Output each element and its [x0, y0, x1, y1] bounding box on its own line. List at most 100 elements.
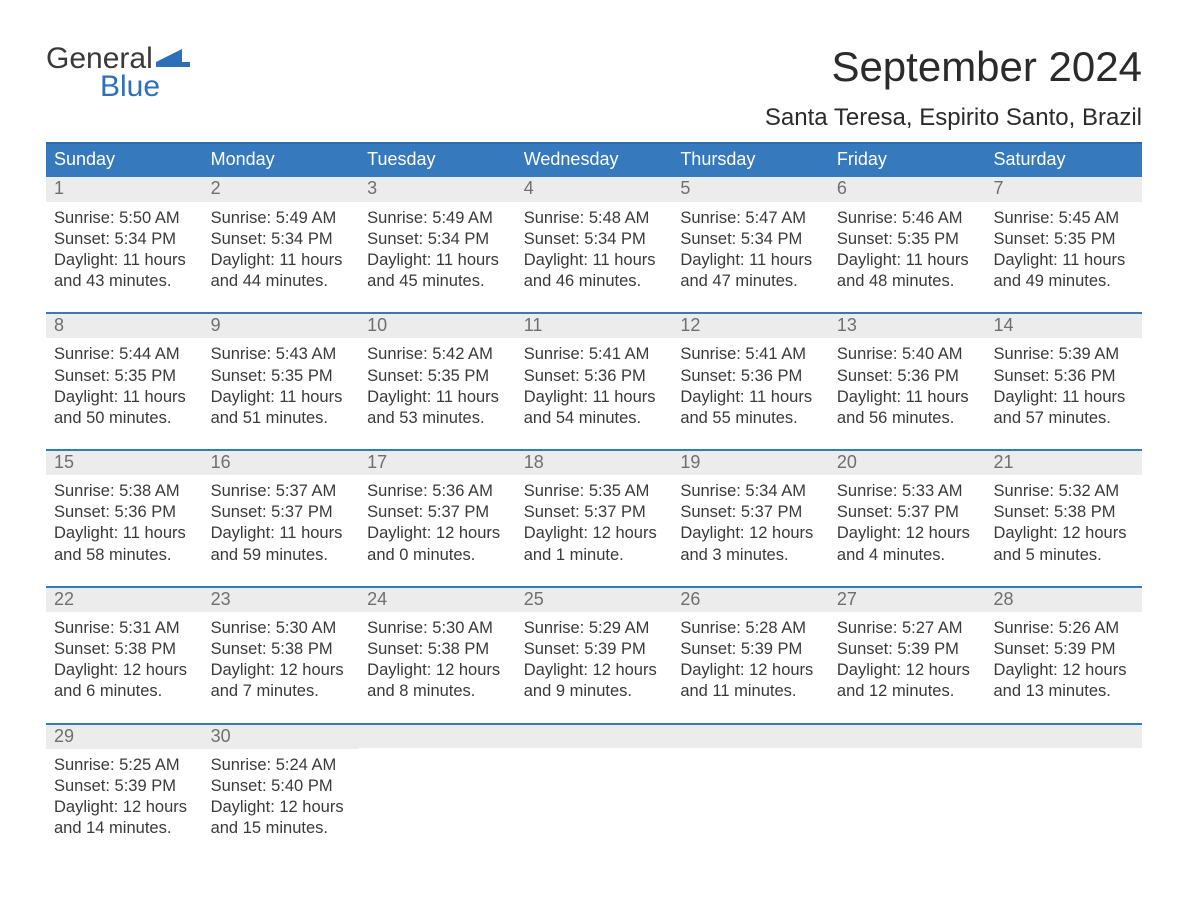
day-cell: 29Sunrise: 5:25 AMSunset: 5:39 PMDayligh…	[46, 723, 203, 840]
dow-cell: Thursday	[672, 144, 829, 175]
day-cell: 24Sunrise: 5:30 AMSunset: 5:38 PMDayligh…	[359, 586, 516, 703]
day-number: 11	[516, 312, 673, 338]
day-number: 7	[985, 175, 1142, 201]
daylight-text: Daylight: 11 hours and 45 minutes.	[367, 250, 508, 292]
week-row: 15Sunrise: 5:38 AMSunset: 5:36 PMDayligh…	[46, 449, 1142, 566]
daylight-text: Daylight: 11 hours and 59 minutes.	[211, 523, 352, 565]
day-number: 14	[985, 312, 1142, 338]
daylight-text: Daylight: 11 hours and 43 minutes.	[54, 250, 195, 292]
day-number: 5	[672, 175, 829, 201]
sunset-text: Sunset: 5:34 PM	[54, 229, 195, 250]
sunrise-text: Sunrise: 5:47 AM	[680, 208, 821, 229]
week-row: 1Sunrise: 5:50 AMSunset: 5:34 PMDaylight…	[46, 175, 1142, 292]
sunset-text: Sunset: 5:35 PM	[837, 229, 978, 250]
sunrise-text: Sunrise: 5:30 AM	[211, 618, 352, 639]
day-cell: 13Sunrise: 5:40 AMSunset: 5:36 PMDayligh…	[829, 312, 986, 429]
sunrise-text: Sunrise: 5:35 AM	[524, 481, 665, 502]
day-body: Sunrise: 5:37 AMSunset: 5:37 PMDaylight:…	[203, 475, 360, 565]
sunset-text: Sunset: 5:37 PM	[211, 502, 352, 523]
day-body: Sunrise: 5:47 AMSunset: 5:34 PMDaylight:…	[672, 202, 829, 292]
daylight-text: Daylight: 12 hours and 5 minutes.	[993, 523, 1134, 565]
day-body: Sunrise: 5:44 AMSunset: 5:35 PMDaylight:…	[46, 338, 203, 428]
day-body: Sunrise: 5:36 AMSunset: 5:37 PMDaylight:…	[359, 475, 516, 565]
day-cell	[985, 723, 1142, 840]
sunset-text: Sunset: 5:37 PM	[837, 502, 978, 523]
day-cell: 21Sunrise: 5:32 AMSunset: 5:38 PMDayligh…	[985, 449, 1142, 566]
day-number: 20	[829, 449, 986, 475]
day-number: 8	[46, 312, 203, 338]
sunset-text: Sunset: 5:40 PM	[211, 776, 352, 797]
day-body: Sunrise: 5:33 AMSunset: 5:37 PMDaylight:…	[829, 475, 986, 565]
day-cell: 11Sunrise: 5:41 AMSunset: 5:36 PMDayligh…	[516, 312, 673, 429]
day-number: 2	[203, 175, 360, 201]
dow-cell: Tuesday	[359, 144, 516, 175]
day-cell: 23Sunrise: 5:30 AMSunset: 5:38 PMDayligh…	[203, 586, 360, 703]
sunrise-text: Sunrise: 5:45 AM	[993, 208, 1134, 229]
logo: General Blue	[46, 44, 190, 102]
daylight-text: Daylight: 11 hours and 58 minutes.	[54, 523, 195, 565]
day-number: 3	[359, 175, 516, 201]
day-cell: 18Sunrise: 5:35 AMSunset: 5:37 PMDayligh…	[516, 449, 673, 566]
sunset-text: Sunset: 5:35 PM	[367, 366, 508, 387]
daylight-text: Daylight: 11 hours and 54 minutes.	[524, 387, 665, 429]
daylight-text: Daylight: 12 hours and 15 minutes.	[211, 797, 352, 839]
day-cell: 10Sunrise: 5:42 AMSunset: 5:35 PMDayligh…	[359, 312, 516, 429]
sunset-text: Sunset: 5:39 PM	[54, 776, 195, 797]
daylight-text: Daylight: 12 hours and 0 minutes.	[367, 523, 508, 565]
sunrise-text: Sunrise: 5:39 AM	[993, 344, 1134, 365]
day-body: Sunrise: 5:30 AMSunset: 5:38 PMDaylight:…	[203, 612, 360, 702]
day-cell: 1Sunrise: 5:50 AMSunset: 5:34 PMDaylight…	[46, 175, 203, 292]
sunset-text: Sunset: 5:38 PM	[993, 502, 1134, 523]
dow-cell: Friday	[829, 144, 986, 175]
day-body: Sunrise: 5:41 AMSunset: 5:36 PMDaylight:…	[672, 338, 829, 428]
location-text: Santa Teresa, Espirito Santo, Brazil	[765, 104, 1142, 132]
day-number: 17	[359, 449, 516, 475]
daylight-text: Daylight: 11 hours and 47 minutes.	[680, 250, 821, 292]
daylight-text: Daylight: 12 hours and 4 minutes.	[837, 523, 978, 565]
day-number	[672, 723, 829, 748]
daylight-text: Daylight: 11 hours and 49 minutes.	[993, 250, 1134, 292]
day-number: 4	[516, 175, 673, 201]
dow-cell: Monday	[203, 144, 360, 175]
dow-cell: Sunday	[46, 144, 203, 175]
sunrise-text: Sunrise: 5:30 AM	[367, 618, 508, 639]
day-body: Sunrise: 5:28 AMSunset: 5:39 PMDaylight:…	[672, 612, 829, 702]
sunset-text: Sunset: 5:35 PM	[993, 229, 1134, 250]
sunset-text: Sunset: 5:39 PM	[837, 639, 978, 660]
sunrise-text: Sunrise: 5:27 AM	[837, 618, 978, 639]
day-cell: 7Sunrise: 5:45 AMSunset: 5:35 PMDaylight…	[985, 175, 1142, 292]
day-cell: 14Sunrise: 5:39 AMSunset: 5:36 PMDayligh…	[985, 312, 1142, 429]
day-body: Sunrise: 5:32 AMSunset: 5:38 PMDaylight:…	[985, 475, 1142, 565]
day-number: 29	[46, 723, 203, 749]
day-body: Sunrise: 5:41 AMSunset: 5:36 PMDaylight:…	[516, 338, 673, 428]
week-row: 29Sunrise: 5:25 AMSunset: 5:39 PMDayligh…	[46, 723, 1142, 840]
daylight-text: Daylight: 12 hours and 1 minute.	[524, 523, 665, 565]
day-number	[359, 723, 516, 748]
day-body: Sunrise: 5:27 AMSunset: 5:39 PMDaylight:…	[829, 612, 986, 702]
day-body: Sunrise: 5:26 AMSunset: 5:39 PMDaylight:…	[985, 612, 1142, 702]
day-number	[516, 723, 673, 748]
day-body: Sunrise: 5:45 AMSunset: 5:35 PMDaylight:…	[985, 202, 1142, 292]
sunrise-text: Sunrise: 5:34 AM	[680, 481, 821, 502]
day-body: Sunrise: 5:49 AMSunset: 5:34 PMDaylight:…	[203, 202, 360, 292]
sunset-text: Sunset: 5:38 PM	[367, 639, 508, 660]
day-number: 16	[203, 449, 360, 475]
title-block: September 2024 Santa Teresa, Espirito Sa…	[765, 44, 1142, 132]
day-cell: 6Sunrise: 5:46 AMSunset: 5:35 PMDaylight…	[829, 175, 986, 292]
flag-icon	[156, 44, 190, 74]
day-cell	[516, 723, 673, 840]
sunset-text: Sunset: 5:36 PM	[993, 366, 1134, 387]
daylight-text: Daylight: 11 hours and 50 minutes.	[54, 387, 195, 429]
day-body: Sunrise: 5:30 AMSunset: 5:38 PMDaylight:…	[359, 612, 516, 702]
sunrise-text: Sunrise: 5:32 AM	[993, 481, 1134, 502]
day-body: Sunrise: 5:46 AMSunset: 5:35 PMDaylight:…	[829, 202, 986, 292]
day-body: Sunrise: 5:42 AMSunset: 5:35 PMDaylight:…	[359, 338, 516, 428]
day-cell: 26Sunrise: 5:28 AMSunset: 5:39 PMDayligh…	[672, 586, 829, 703]
sunrise-text: Sunrise: 5:29 AM	[524, 618, 665, 639]
day-number: 27	[829, 586, 986, 612]
day-number: 10	[359, 312, 516, 338]
sunset-text: Sunset: 5:37 PM	[367, 502, 508, 523]
day-cell: 9Sunrise: 5:43 AMSunset: 5:35 PMDaylight…	[203, 312, 360, 429]
sunset-text: Sunset: 5:39 PM	[524, 639, 665, 660]
daylight-text: Daylight: 11 hours and 55 minutes.	[680, 387, 821, 429]
